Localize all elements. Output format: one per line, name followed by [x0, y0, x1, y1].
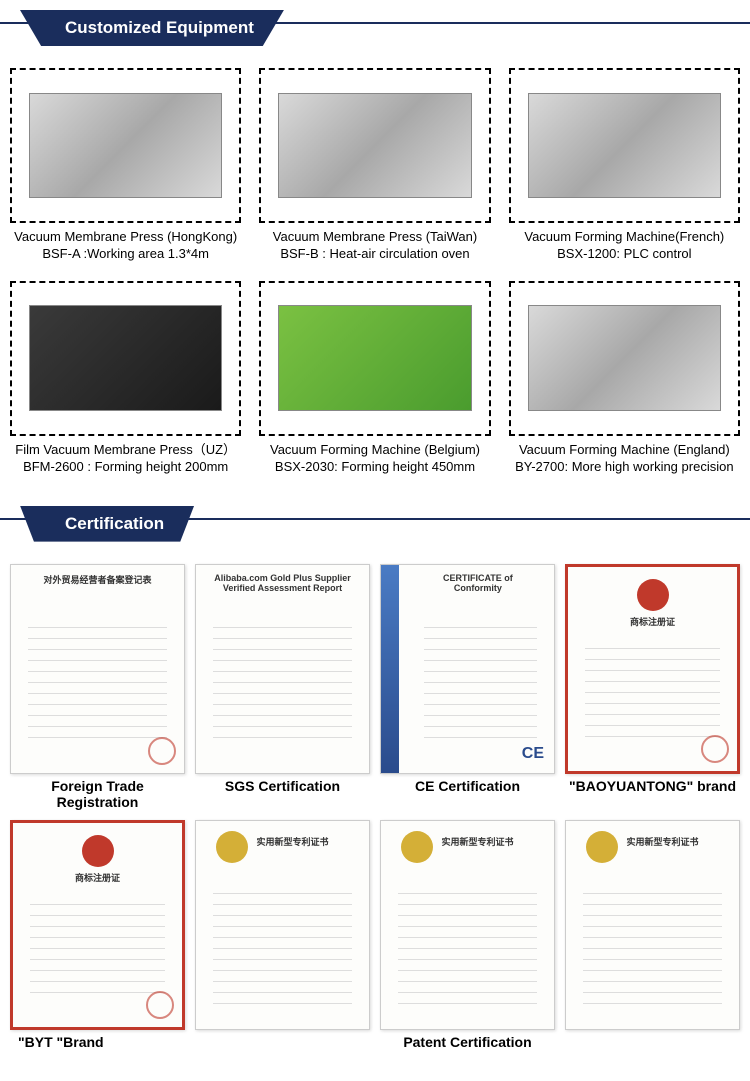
equipment-subtitle: BSX-1200: PLC control [509, 246, 740, 263]
certification-item: 实用新型专利证书 [195, 820, 370, 1050]
cert-seal-icon [82, 835, 114, 867]
equipment-title: Film Vacuum Membrane Press（UZ） [10, 442, 241, 459]
certification-item: CERTIFICATE of Conformity CE CE Certific… [380, 564, 555, 810]
equipment-image [10, 281, 241, 436]
certification-image: CERTIFICATE of Conformity CE [380, 564, 555, 774]
equipment-title: Vacuum Membrane Press (HongKong) [10, 229, 241, 246]
cert-head-text: 实用新型专利证书 [257, 835, 352, 848]
machine-placeholder [29, 93, 222, 199]
ce-badge-icon: CE [522, 745, 544, 763]
certification-label: "BYT "Brand [10, 1034, 185, 1050]
cert-lines [213, 883, 351, 1008]
equipment-title: Vacuum Forming Machine (Belgium) [259, 442, 490, 459]
cert-head-text: Alibaba.com Gold Plus Supplier Verified … [213, 573, 351, 593]
certification-item: 实用新型专利证书 Patent Certification [380, 820, 555, 1050]
cert-head-text: CERTIFICATE of Conformity [419, 573, 537, 593]
certification-label: Patent Certification [380, 1034, 555, 1050]
equipment-image [509, 68, 740, 223]
cert-head-text: 对外贸易经营者备案登记表 [28, 573, 166, 586]
equipment-subtitle: BSF-B : Heat-air circulation oven [259, 246, 490, 263]
equipment-subtitle: BSX-2030: Forming height 450mm [259, 459, 490, 476]
equipment-image [259, 68, 490, 223]
equipment-item: Vacuum Forming Machine (Belgium) BSX-203… [259, 281, 490, 476]
certification-label: SGS Certification [195, 778, 370, 794]
equipment-title: Vacuum Forming Machine(French) [509, 229, 740, 246]
equipment-title: Vacuum Membrane Press (TaiWan) [259, 229, 490, 246]
certification-item: 商标注册证 "BAOYUANTONG" brand [565, 564, 740, 810]
cert-stamp-icon [146, 991, 174, 1019]
machine-placeholder [528, 93, 721, 199]
equipment-item: Film Vacuum Membrane Press（UZ） BFM-2600 … [10, 281, 241, 476]
cert-lines [398, 883, 536, 1008]
certification-item: 实用新型专利证书 [565, 820, 740, 1050]
certification-image: 对外贸易经营者备案登记表 [10, 564, 185, 774]
cert-lines [424, 617, 536, 742]
cert-lines [585, 638, 720, 740]
section-title: Customized Equipment [20, 10, 284, 46]
cert-lines [28, 617, 166, 742]
machine-placeholder [29, 305, 222, 411]
cert-lines [213, 617, 351, 742]
certification-image: 实用新型专利证书 [195, 820, 370, 1030]
cert-seal-icon [401, 831, 433, 863]
equipment-image [10, 68, 241, 223]
cert-seal-icon [637, 579, 669, 611]
machine-placeholder [278, 305, 471, 411]
cert-seal-icon [216, 831, 248, 863]
section-header-equipment: Customized Equipment [0, 10, 750, 48]
equipment-grid: Vacuum Membrane Press (HongKong) BSF-A :… [0, 68, 750, 476]
equipment-image [259, 281, 490, 436]
cert-lines [583, 883, 721, 1008]
certification-label: "BAOYUANTONG" brand [565, 778, 740, 794]
certification-image: 商标注册证 [10, 820, 185, 1030]
machine-placeholder [278, 93, 471, 199]
equipment-subtitle: BY-2700: More high working precision [509, 459, 740, 476]
section-title: Certification [20, 506, 194, 542]
certification-image: Alibaba.com Gold Plus Supplier Verified … [195, 564, 370, 774]
section-header-certification: Certification [0, 506, 750, 544]
certification-image: 商标注册证 [565, 564, 740, 774]
certification-image: 实用新型专利证书 [565, 820, 740, 1030]
equipment-image [509, 281, 740, 436]
certification-item: 对外贸易经营者备案登记表 Foreign Trade Registration [10, 564, 185, 810]
certification-grid-row2: 商标注册证 "BYT "Brand 实用新型专利证书 实用新型专利证书 Pate… [0, 820, 750, 1050]
equipment-item: Vacuum Forming Machine(French) BSX-1200:… [509, 68, 740, 263]
equipment-item: Vacuum Membrane Press (HongKong) BSF-A :… [10, 68, 241, 263]
cert-stamp-icon [148, 737, 176, 765]
certification-item: 商标注册证 "BYT "Brand [10, 820, 185, 1050]
cert-head-text: 实用新型专利证书 [442, 835, 537, 848]
cert-seal-icon [586, 831, 618, 863]
cert-lines [30, 894, 165, 996]
cert-head-text: 商标注册证 [30, 871, 165, 884]
equipment-title: Vacuum Forming Machine (England) [509, 442, 740, 459]
equipment-subtitle: BFM-2600 : Forming height 200mm [10, 459, 241, 476]
equipment-item: Vacuum Forming Machine (England) BY-2700… [509, 281, 740, 476]
equipment-subtitle: BSF-A :Working area 1.3*4m [10, 246, 241, 263]
certification-label: CE Certification [380, 778, 555, 794]
certification-item: Alibaba.com Gold Plus Supplier Verified … [195, 564, 370, 810]
cert-head-text: 实用新型专利证书 [627, 835, 722, 848]
machine-placeholder [528, 305, 721, 411]
cert-stamp-icon [701, 735, 729, 763]
cert-blue-strip [381, 565, 399, 773]
equipment-item: Vacuum Membrane Press (TaiWan) BSF-B : H… [259, 68, 490, 263]
certification-image: 实用新型专利证书 [380, 820, 555, 1030]
certification-label: Foreign Trade Registration [10, 778, 185, 810]
cert-head-text: 商标注册证 [585, 615, 720, 628]
certification-grid-row1: 对外贸易经营者备案登记表 Foreign Trade Registration … [0, 564, 750, 810]
